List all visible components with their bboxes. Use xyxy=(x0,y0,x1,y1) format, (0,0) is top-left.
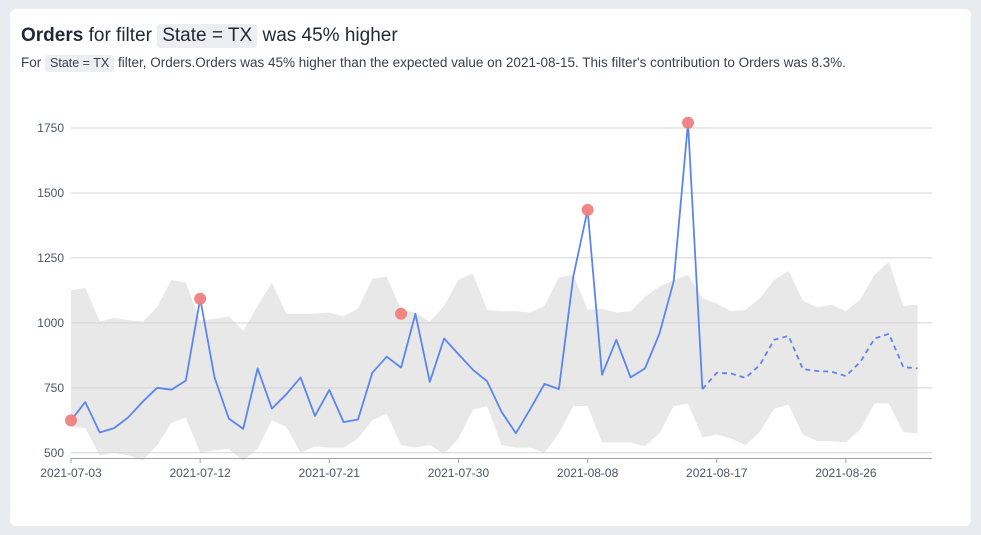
expected-range-band xyxy=(71,261,918,461)
y-tick-label: 1500 xyxy=(37,186,64,200)
anomaly-point xyxy=(65,414,77,427)
axes-layer: 500 750 1000 1250 1500 1750 2021-07-03 2021-07-… xyxy=(37,121,932,480)
x-tick-label: 2021-08-17 xyxy=(686,466,748,480)
expected-range-layer xyxy=(71,261,918,461)
title-mid: for filter xyxy=(88,25,152,46)
subtitle-prefix: For xyxy=(21,55,42,70)
y-tick-label: 750 xyxy=(44,381,64,395)
title-filter-chip: State = TX xyxy=(157,24,258,48)
x-tick-label: 2021-07-21 xyxy=(299,466,361,480)
x-tick-label: 2021-08-08 xyxy=(557,466,619,480)
title-end: was 45% higher xyxy=(262,25,398,46)
y-tick-label: 1000 xyxy=(37,316,64,330)
title-metric: Orders xyxy=(21,25,84,46)
subtitle-text: filter, Orders.Orders was 45% higher tha… xyxy=(117,55,846,70)
chart-subtitle: For State = TX filter, Orders.Orders was… xyxy=(21,55,846,72)
gridlines-layer xyxy=(71,127,932,454)
x-tick-label: 2021-07-12 xyxy=(169,466,231,480)
chart-card xyxy=(10,9,971,526)
anomaly-point xyxy=(581,203,594,216)
x-tick-label: 2021-07-03 xyxy=(40,466,102,480)
y-tick-label: 1250 xyxy=(37,251,64,265)
anomaly-point xyxy=(682,116,695,129)
chart-title: Orders for filter State = TX was 45% hig… xyxy=(21,24,398,48)
y-tick-label: 1750 xyxy=(37,121,64,135)
anomaly-point xyxy=(395,307,408,320)
anomaly-points-layer xyxy=(65,116,695,427)
x-tick-label: 2021-07-30 xyxy=(428,466,490,480)
anomaly-point xyxy=(194,292,207,305)
series-layer xyxy=(70,121,918,435)
y-tick-label: 500 xyxy=(44,446,64,460)
orders-series-line xyxy=(70,121,704,435)
subtitle-filter-chip: State = TX xyxy=(45,55,115,72)
x-tick-label: 2021-08-26 xyxy=(815,466,877,480)
forecast-series-line xyxy=(701,332,918,390)
